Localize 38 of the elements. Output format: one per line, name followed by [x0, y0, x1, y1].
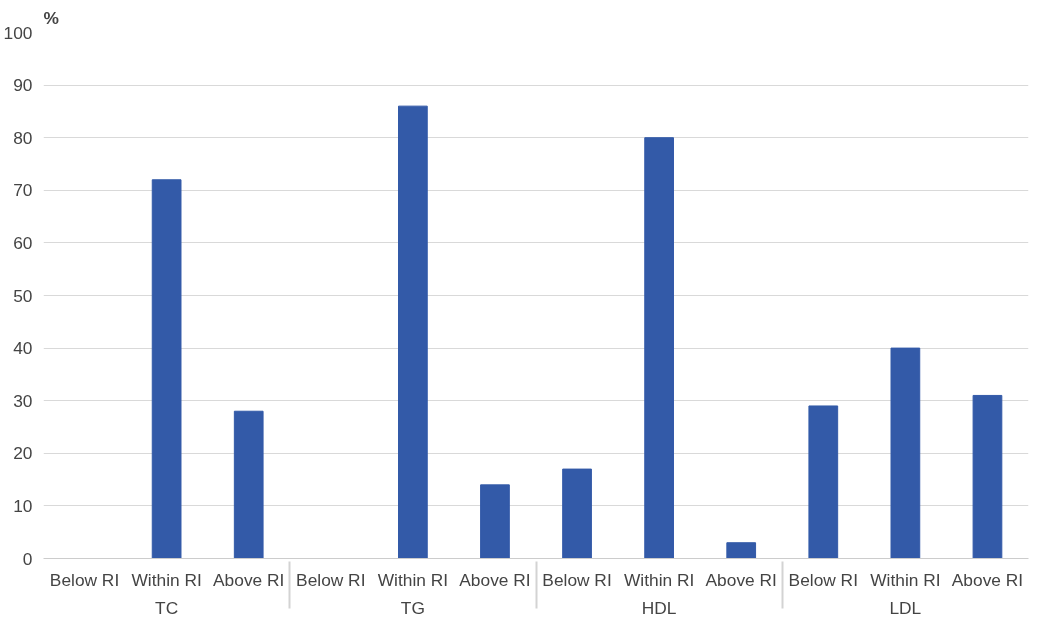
- x-tick-label: Below RI: [542, 569, 612, 590]
- x-tick-label: Below RI: [49, 569, 120, 590]
- y-tick-label: 30: [13, 390, 33, 411]
- x-tick-label: Above RI: [705, 569, 777, 590]
- x-tick-label: Above RI: [951, 569, 1024, 590]
- x-tick-label: Above RI: [459, 569, 531, 590]
- y-tick-label: 90: [13, 75, 33, 96]
- y-tick-label: 60: [13, 232, 33, 253]
- bar: [890, 347, 921, 559]
- text: HDL: [641, 597, 677, 618]
- y-tick-label: 100: [3, 22, 33, 43]
- bar: [398, 105, 428, 559]
- x-tick-label: Above RI: [213, 569, 285, 590]
- bar: [562, 468, 592, 559]
- x-tick-label: Within RI: [870, 569, 941, 590]
- y-tick-label: 70: [13, 180, 33, 201]
- y-tick-label: 10: [13, 495, 33, 516]
- y-tick-label: 20: [13, 443, 33, 464]
- y-tick-label: 40: [13, 338, 33, 359]
- x-tick-label: Within RI: [623, 569, 695, 590]
- bar: [972, 394, 1003, 559]
- text: TC: [155, 597, 179, 618]
- y-tick-label: 0: [22, 548, 33, 569]
- bar: [151, 179, 182, 559]
- bar: [726, 542, 757, 559]
- y-tick-label: 50: [13, 285, 33, 306]
- x-tick-label: Within RI: [131, 569, 202, 590]
- text: TG: [400, 597, 425, 618]
- x-tick-label: Below RI: [788, 569, 858, 590]
- text: LDL: [889, 597, 922, 618]
- y-axis-title: %: [43, 7, 59, 28]
- bar: [233, 410, 264, 559]
- x-tick-label: Within RI: [377, 569, 449, 590]
- bar: [480, 484, 510, 559]
- bar: [808, 405, 839, 559]
- bar: [644, 137, 674, 559]
- y-tick-label: 80: [13, 127, 33, 148]
- x-tick-label: Below RI: [296, 569, 366, 590]
